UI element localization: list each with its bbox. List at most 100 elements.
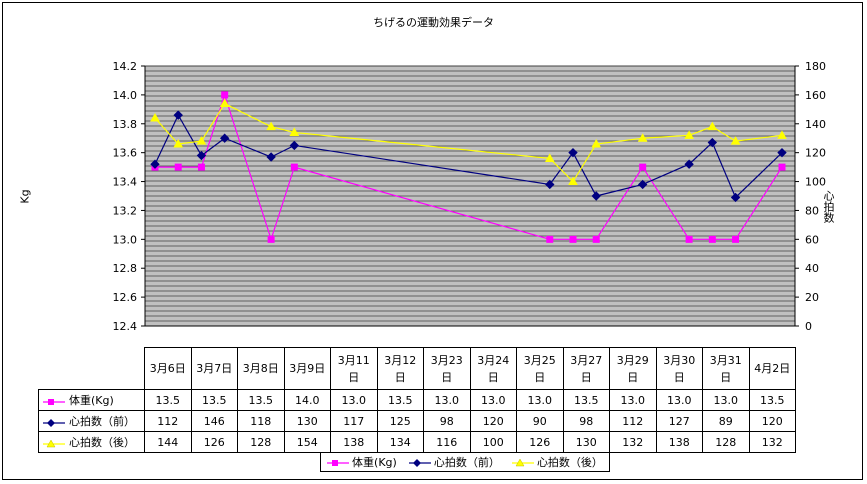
table-cell: 13.0 bbox=[423, 389, 471, 411]
table-cell: 13.0 bbox=[702, 389, 750, 411]
y-right-tick-label: 0 bbox=[805, 320, 812, 333]
series-point-0 bbox=[639, 163, 647, 171]
header-line: 3月27 bbox=[570, 353, 603, 367]
row-label: 体重(Kg) bbox=[38, 389, 145, 411]
header-line: 3月6日 bbox=[149, 362, 186, 375]
series-point-0 bbox=[569, 235, 577, 243]
table-cell: 132 bbox=[609, 431, 657, 453]
data-table: 3月6日 3月7日 3月8日 3月9日 3月11 日 3月12 日 3月23 日 3月24 日 3月25… bbox=[38, 347, 796, 453]
table-header-cell: 3月12 日 bbox=[376, 347, 424, 390]
series-point-1 bbox=[591, 191, 601, 201]
table-header-cell: 3月31 日 bbox=[702, 347, 750, 390]
legend-marker-icon bbox=[511, 456, 534, 469]
y-left-tick-label: 14.0 bbox=[113, 89, 138, 102]
series-point-0 bbox=[592, 235, 600, 243]
header-line: 3月11 bbox=[337, 353, 370, 367]
y-right-tick-label: 180 bbox=[805, 60, 826, 73]
y-left-tick-label: 13.2 bbox=[113, 204, 138, 217]
legend-item: 体重(Kg) bbox=[327, 454, 397, 470]
header-line: 日 bbox=[534, 370, 546, 384]
series-point-0 bbox=[174, 163, 182, 171]
table-cell: 90 bbox=[516, 410, 564, 432]
table-header-cell: 3月11 日 bbox=[330, 347, 378, 390]
header-line: 3月24 bbox=[477, 353, 510, 367]
header-line: 日 bbox=[348, 370, 360, 384]
table-cell: 89 bbox=[702, 410, 750, 432]
series-point-1 bbox=[196, 150, 207, 161]
header-line: 日 bbox=[441, 370, 453, 384]
series-point-2 bbox=[707, 121, 718, 131]
header-line: 3月8日 bbox=[242, 362, 279, 375]
legend: 体重(Kg) 心拍数（前） 心拍数（後） bbox=[320, 452, 610, 472]
y-right-tick-label: 120 bbox=[805, 147, 826, 160]
series-point-1 bbox=[289, 140, 300, 151]
table-cell: 13.0 bbox=[516, 389, 564, 411]
table-header-cell: 3月25 日 bbox=[516, 347, 564, 390]
y-left-tick-label: 13.0 bbox=[113, 233, 138, 246]
table-cell: 126 bbox=[516, 431, 564, 453]
table-cell: 13.5 bbox=[237, 389, 285, 411]
header-line: 3月31 bbox=[709, 353, 742, 367]
series-point-2 bbox=[637, 133, 648, 142]
series-point-0 bbox=[267, 235, 275, 243]
legend-marker-icon bbox=[327, 456, 350, 469]
series-point-1 bbox=[730, 192, 741, 203]
header-line: 日 bbox=[673, 370, 685, 384]
header-line: 日 bbox=[580, 370, 592, 384]
table-cell: 98 bbox=[562, 410, 610, 432]
table-cell: 138 bbox=[655, 431, 703, 453]
table-header-cell: 3月9日 bbox=[283, 347, 331, 390]
series-line-2 bbox=[154, 102, 783, 183]
series-point-0 bbox=[685, 235, 693, 243]
series-point-1 bbox=[777, 147, 787, 158]
header-line: 3月7日 bbox=[196, 362, 233, 375]
series-point-0 bbox=[197, 163, 205, 171]
row-label: 心拍数（後） bbox=[38, 431, 145, 453]
legend-item: 心拍数（後） bbox=[511, 454, 603, 470]
series-point-1 bbox=[568, 147, 578, 158]
header-line: 3月9日 bbox=[289, 362, 326, 375]
table-row: 体重(Kg) 13.5 13.5 13.5 14.0 13.0 13.5 13.0 13.0 13… bbox=[38, 389, 796, 411]
legend-marker-icon bbox=[43, 416, 65, 429]
header-line: 日 bbox=[720, 370, 732, 384]
series-point-2 bbox=[266, 121, 276, 131]
table-cell: 13.5 bbox=[748, 389, 796, 411]
y-axis-right-label: 心拍数 bbox=[822, 190, 835, 223]
series-point-0 bbox=[290, 163, 298, 171]
series-point-2 bbox=[684, 130, 694, 139]
y-left-tick-label: 12.6 bbox=[113, 291, 138, 304]
series-point-2 bbox=[289, 127, 300, 136]
chart-title: ちげるの運動効果データ bbox=[373, 16, 494, 29]
series-point-1 bbox=[266, 152, 276, 162]
series-point-0 bbox=[546, 235, 554, 243]
series-point-0 bbox=[221, 91, 229, 99]
table-cell: 128 bbox=[237, 431, 285, 453]
y-left-tick-label: 12.4 bbox=[113, 320, 138, 333]
legend-label: 体重(Kg) bbox=[352, 456, 397, 469]
series-point-2 bbox=[196, 136, 207, 145]
header-line: 日 bbox=[487, 370, 499, 384]
header-line: 3月23 bbox=[430, 353, 463, 367]
table-cell: 128 bbox=[702, 431, 750, 453]
header-line: 3月29 bbox=[616, 353, 649, 367]
table-cell: 127 bbox=[655, 410, 703, 432]
table-cell: 132 bbox=[748, 431, 796, 453]
table-header-cell: 3月6日 bbox=[144, 347, 192, 390]
table-cell: 13.0 bbox=[330, 389, 378, 411]
y-left-tick-label: 13.6 bbox=[113, 147, 138, 160]
series-point-2 bbox=[777, 130, 787, 139]
series-point-2 bbox=[730, 136, 741, 145]
y-right-tick-label: 20 bbox=[805, 291, 819, 304]
y-right-tick-label: 100 bbox=[805, 176, 826, 189]
series-point-1 bbox=[173, 110, 183, 120]
series-point-2 bbox=[544, 153, 555, 162]
table-cell: 13.0 bbox=[469, 389, 517, 411]
table-header-cell: 3月30 日 bbox=[655, 347, 703, 390]
table-cell: 130 bbox=[562, 431, 610, 453]
header-line: 日 bbox=[394, 370, 406, 384]
table-header-cell: 3月23 日 bbox=[423, 347, 471, 390]
header-line: 3月30 bbox=[663, 353, 696, 367]
table-cell: 112 bbox=[144, 410, 192, 432]
series-point-1 bbox=[219, 133, 230, 143]
row-label-text: 心拍数（後） bbox=[69, 436, 135, 449]
